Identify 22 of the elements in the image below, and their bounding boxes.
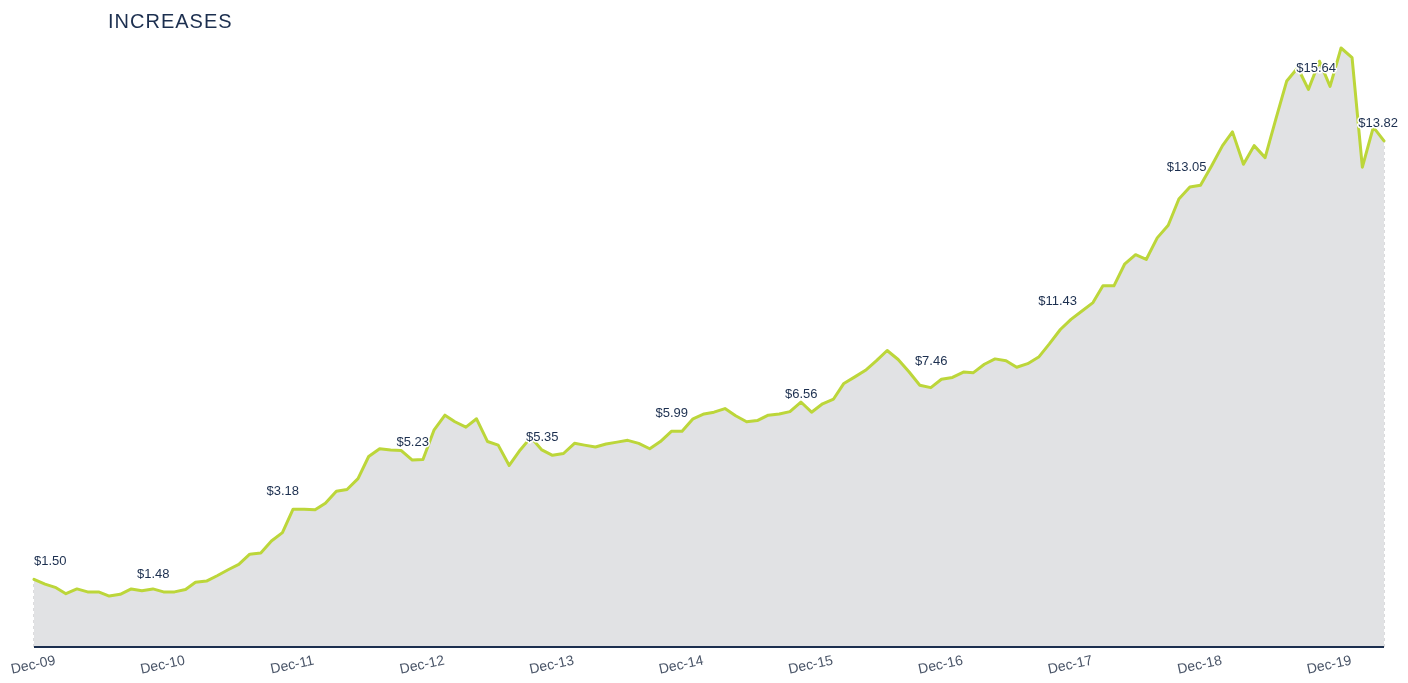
- annotation: $1.48: [136, 565, 170, 581]
- annotation: $3.18: [266, 483, 300, 499]
- x-tick-label: Dec-14: [657, 651, 705, 677]
- x-tick-label: Dec-18: [1175, 651, 1224, 677]
- annotation: $6.56: [785, 386, 818, 402]
- annotation: $5.35: [525, 429, 559, 445]
- x-tick-label: Dec-13: [527, 651, 576, 677]
- x-tick-label: Dec-19: [1305, 651, 1353, 677]
- chart-title: INCREASES: [108, 10, 233, 32]
- x-tick-label: Dec-11: [268, 651, 316, 677]
- annotation: $5.99: [655, 405, 689, 421]
- annotation: $13.05: [1166, 159, 1207, 175]
- annotation: $7.46: [914, 353, 948, 369]
- x-tick-label: Dec-12: [398, 651, 446, 677]
- annotation: $5.23: [396, 433, 429, 449]
- x-tick-label: Dec-15: [786, 651, 835, 677]
- x-tick-label: Dec-09: [9, 651, 57, 677]
- x-tick-label: Dec-10: [138, 651, 187, 677]
- annotation: $11.43: [1038, 293, 1077, 309]
- x-tick-label: Dec-17: [1046, 651, 1094, 677]
- x-tick-label: Dec-16: [916, 651, 965, 677]
- annotation: $1.50: [34, 553, 67, 569]
